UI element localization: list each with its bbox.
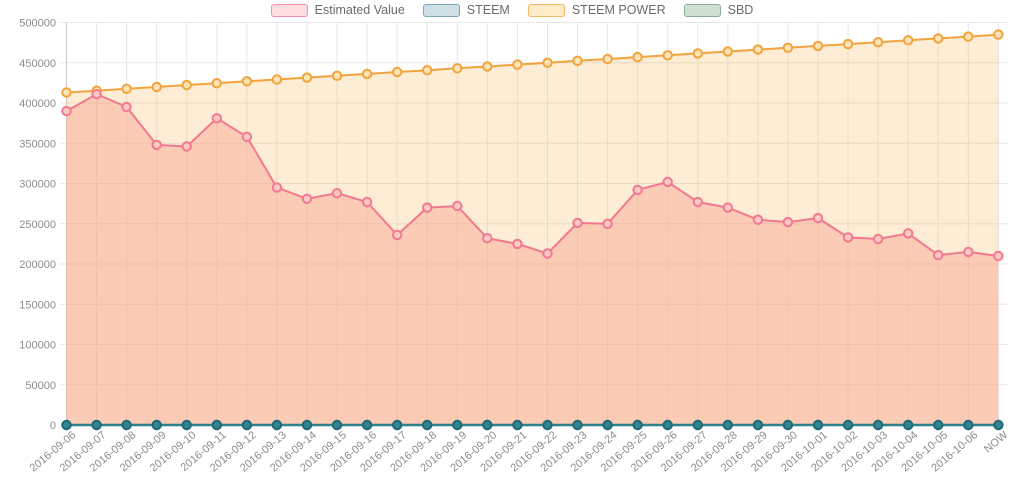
svg-text:200000: 200000 (19, 259, 56, 271)
svg-text:450000: 450000 (19, 58, 56, 70)
svg-text:250000: 250000 (19, 219, 56, 231)
svg-text:150000: 150000 (19, 299, 56, 311)
sbd-swatch-icon (683, 3, 721, 17)
legend-item-steem-power[interactable]: STEEM POWER (527, 3, 666, 17)
chart-legend: Estimated Value STEEM STEEM POWER SBD (0, 3, 1024, 17)
svg-text:300000: 300000 (19, 179, 56, 191)
svg-text:350000: 350000 (19, 138, 56, 150)
steem-power-swatch-icon (527, 3, 565, 17)
svg-text:100000: 100000 (19, 340, 56, 352)
estimated-value-swatch-icon (270, 3, 308, 17)
legend-item-sbd[interactable]: SBD (683, 3, 754, 17)
svg-text:400000: 400000 (19, 98, 56, 110)
legend-item-estimated-value[interactable]: Estimated Value (270, 3, 405, 17)
steem-swatch-icon (422, 3, 460, 17)
legend-label-estimated-value: Estimated Value (314, 3, 405, 17)
svg-text:500000: 500000 (19, 18, 56, 30)
svg-text:0: 0 (50, 420, 56, 432)
legend-label-steem: STEEM (466, 3, 510, 17)
legend-label-sbd: SBD (727, 3, 754, 17)
legend-item-steem[interactable]: STEEM (422, 3, 510, 17)
legend-label-steem-power: STEEM POWER (571, 3, 666, 17)
svg-text:NOW: NOW (982, 429, 1011, 456)
svg-text:50000: 50000 (25, 380, 56, 392)
